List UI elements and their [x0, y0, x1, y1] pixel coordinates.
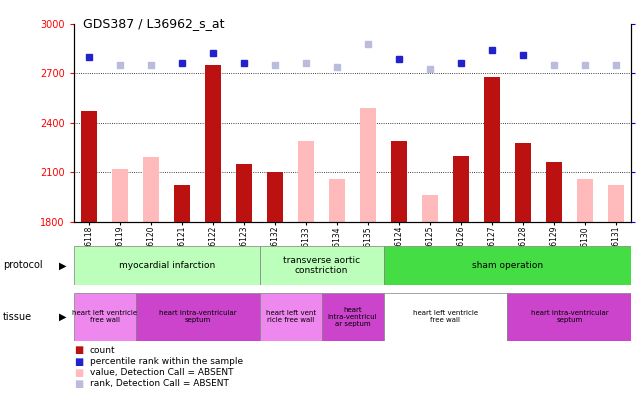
Bar	[546, 162, 562, 222]
Text: GDS387 / L36962_s_at: GDS387 / L36962_s_at	[83, 17, 225, 30]
Bar	[383, 293, 508, 341]
Bar	[383, 246, 631, 285]
Text: ■: ■	[74, 379, 83, 389]
Bar	[260, 293, 322, 341]
Text: heart left ventricle
free wall: heart left ventricle free wall	[413, 310, 478, 323]
Bar	[174, 185, 190, 222]
Bar	[391, 141, 407, 222]
Text: value, Detection Call = ABSENT: value, Detection Call = ABSENT	[90, 368, 233, 377]
Bar	[74, 293, 136, 341]
Text: heart intra-ventricular
septum: heart intra-ventricular septum	[531, 310, 608, 323]
Text: count: count	[90, 346, 115, 355]
Text: rank, Detection Call = ABSENT: rank, Detection Call = ABSENT	[90, 379, 229, 388]
Bar	[81, 111, 97, 222]
Bar	[508, 293, 631, 341]
Text: ■: ■	[74, 367, 83, 378]
Text: heart left ventricle
free wall: heart left ventricle free wall	[72, 310, 137, 323]
Text: heart intra-ventricular
septum: heart intra-ventricular septum	[159, 310, 237, 323]
Text: heart left vent
ricle free wall: heart left vent ricle free wall	[265, 310, 315, 323]
Bar	[144, 157, 159, 222]
Text: ▶: ▶	[59, 260, 67, 270]
Text: ■: ■	[74, 356, 83, 367]
Bar	[136, 293, 260, 341]
Bar	[298, 141, 314, 222]
Bar	[237, 164, 252, 222]
Text: heart
intra-ventricul
ar septum: heart intra-ventricul ar septum	[328, 307, 378, 327]
Bar	[322, 293, 383, 341]
Bar	[112, 169, 128, 222]
Bar	[484, 76, 500, 222]
Bar	[608, 185, 624, 222]
Text: ■: ■	[74, 345, 83, 356]
Bar	[360, 108, 376, 222]
Text: protocol: protocol	[3, 260, 43, 270]
Text: transverse aortic
constriction: transverse aortic constriction	[283, 256, 360, 275]
Text: myocardial infarction: myocardial infarction	[119, 261, 215, 270]
Bar	[577, 179, 593, 222]
Bar	[329, 179, 345, 222]
Bar	[260, 246, 383, 285]
Bar	[205, 65, 221, 222]
Bar	[515, 143, 531, 222]
Bar	[267, 172, 283, 222]
Text: tissue: tissue	[3, 312, 32, 322]
Bar	[74, 246, 260, 285]
Text: percentile rank within the sample: percentile rank within the sample	[90, 357, 243, 366]
Bar	[453, 156, 469, 222]
Text: ▶: ▶	[59, 312, 67, 322]
Text: sham operation: sham operation	[472, 261, 543, 270]
Bar	[422, 195, 438, 222]
